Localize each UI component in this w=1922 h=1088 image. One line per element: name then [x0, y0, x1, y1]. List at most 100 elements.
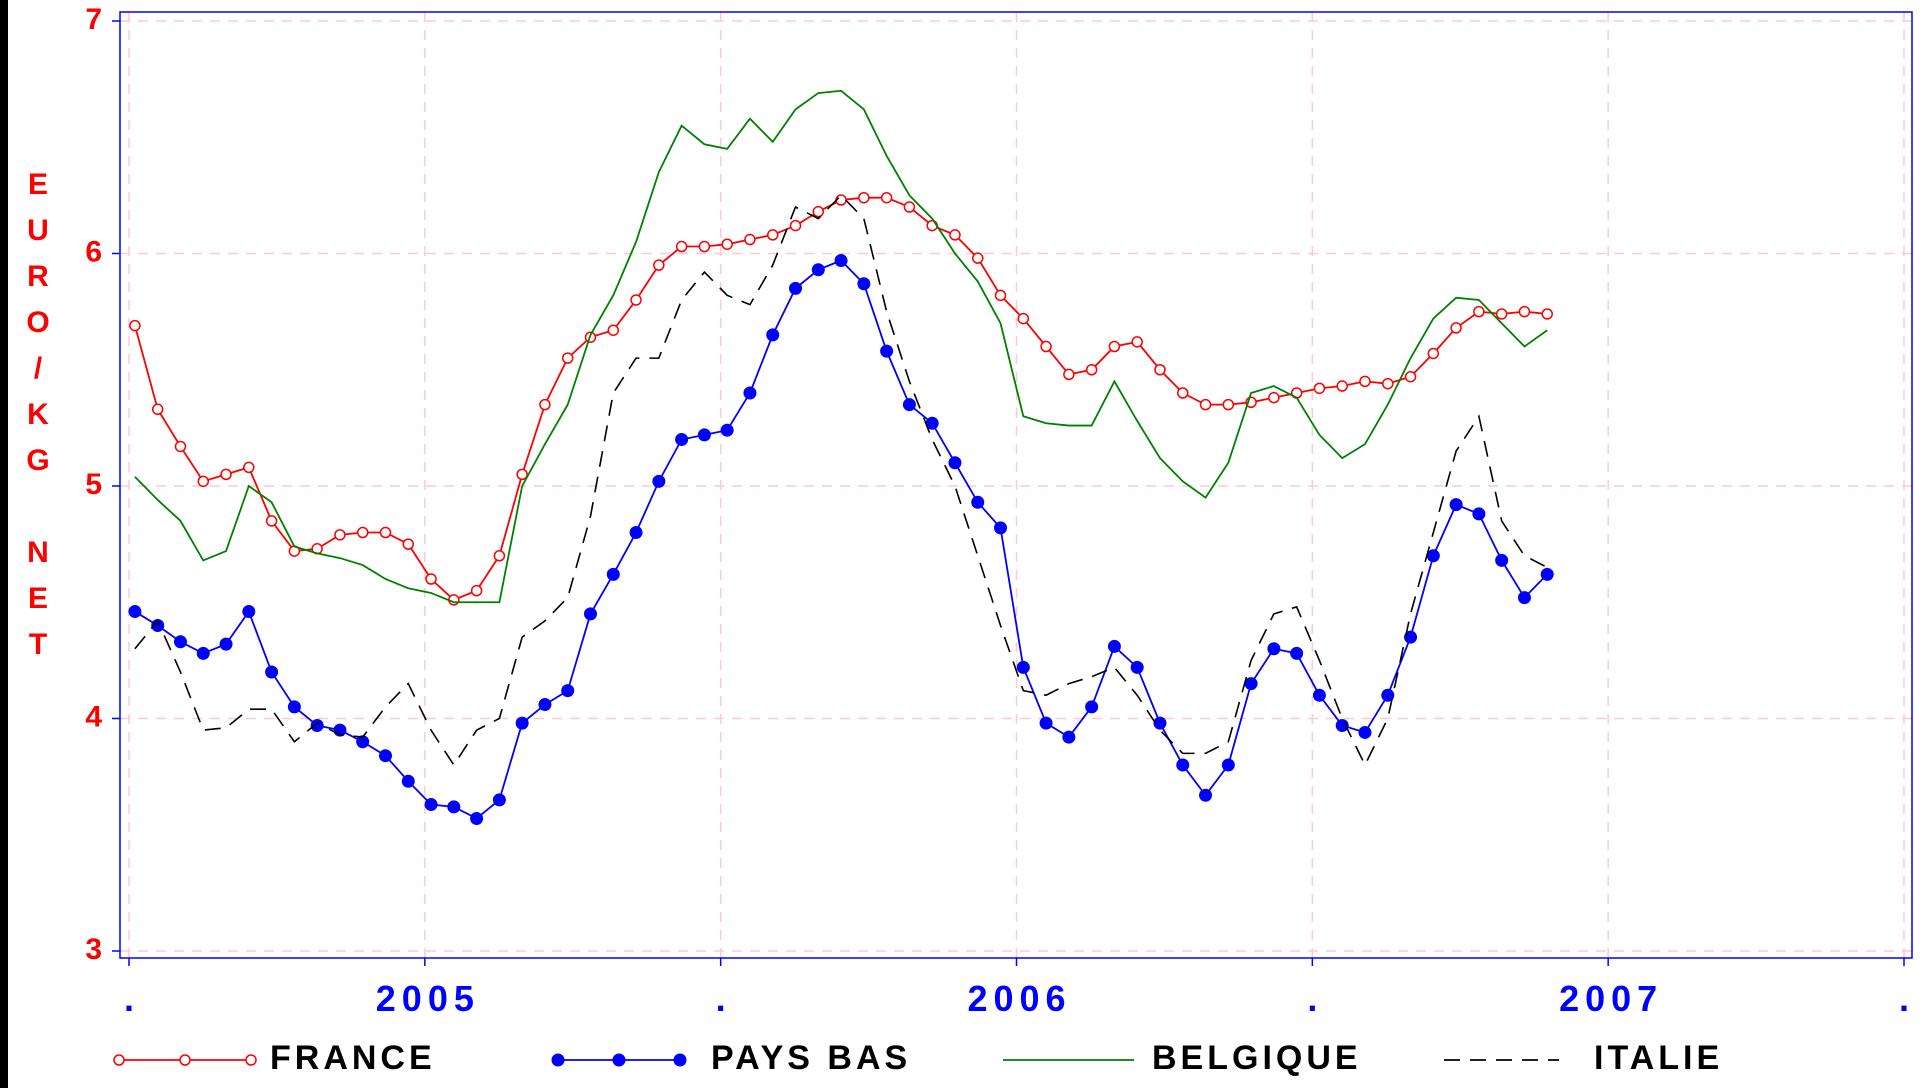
data-point — [721, 238, 733, 250]
data-point — [653, 259, 665, 271]
data-point — [470, 811, 484, 825]
data-point — [857, 277, 871, 291]
data-point — [630, 294, 642, 306]
data-point — [1335, 718, 1349, 732]
data-point — [1039, 716, 1053, 730]
data-point — [1153, 716, 1167, 730]
data-point — [606, 567, 620, 581]
legend-marker — [551, 1053, 565, 1067]
data-point — [880, 344, 894, 358]
data-point — [971, 252, 984, 264]
data-point — [858, 191, 870, 204]
data-point — [629, 526, 643, 539]
data-point — [1473, 305, 1485, 318]
data-point — [401, 774, 415, 788]
data-point — [789, 281, 803, 295]
data-point — [310, 718, 324, 732]
data-point — [516, 468, 528, 481]
data-point — [515, 716, 529, 730]
data-point — [402, 538, 415, 550]
data-point — [584, 607, 597, 621]
data-point — [1540, 567, 1554, 581]
data-point — [903, 201, 916, 213]
data-point — [538, 698, 552, 712]
data-point — [1130, 660, 1144, 674]
data-point — [675, 433, 689, 446]
data-point — [720, 423, 734, 437]
data-point — [1495, 308, 1508, 320]
data-point — [174, 440, 187, 453]
data-point — [197, 475, 210, 488]
data-point — [743, 386, 757, 400]
data-point — [697, 428, 711, 442]
data-point — [811, 263, 825, 277]
data-point — [1221, 758, 1235, 772]
data-point — [1154, 364, 1166, 376]
data-point — [1517, 591, 1531, 605]
data-point — [1290, 646, 1304, 660]
y-tick-label: 3 — [85, 933, 102, 966]
y-tick-label: 6 — [85, 235, 102, 268]
data-point — [128, 605, 142, 619]
data-point — [1359, 375, 1371, 388]
x-tick-label: . — [716, 978, 732, 1019]
data-point — [1404, 630, 1418, 644]
data-point — [971, 495, 985, 509]
data-point — [1085, 364, 1098, 376]
legend-marker — [113, 1054, 125, 1066]
data-point — [834, 253, 848, 267]
data-point — [492, 793, 506, 807]
data-point — [1312, 688, 1326, 702]
legend-label: ITALIE — [1594, 1039, 1723, 1077]
x-tick-label: . — [1307, 978, 1323, 1019]
series-line — [134, 194, 1548, 767]
data-point — [1017, 312, 1030, 325]
data-point — [1244, 677, 1258, 691]
data-point — [334, 529, 346, 541]
data-point — [287, 700, 301, 714]
y-axis-label: EURO/KG NET — [22, 168, 55, 674]
data-point — [561, 352, 574, 364]
data-point — [219, 637, 233, 651]
data-point — [607, 324, 620, 336]
data-point — [1541, 308, 1553, 320]
data-point — [1131, 336, 1143, 348]
data-point — [173, 635, 187, 649]
data-point — [424, 798, 438, 812]
data-point — [948, 456, 962, 470]
data-point — [1336, 380, 1348, 392]
data-point — [265, 515, 278, 527]
data-point — [425, 573, 437, 585]
data-point — [1358, 725, 1372, 739]
data-point — [880, 191, 893, 204]
data-point — [1268, 391, 1280, 404]
data-point — [1518, 305, 1531, 318]
x-tick-label: . — [1899, 978, 1915, 1019]
data-point — [766, 328, 780, 342]
data-point — [1199, 788, 1213, 802]
data-point — [1426, 549, 1440, 563]
data-point — [129, 319, 141, 332]
x-tick-label: 2005 — [376, 978, 480, 1019]
data-point — [1177, 387, 1189, 399]
y-tick-label: 5 — [85, 468, 102, 501]
data-point — [1222, 398, 1235, 411]
data-point — [1427, 347, 1440, 360]
data-point — [378, 749, 392, 763]
data-point — [1016, 660, 1030, 674]
plot-frame — [119, 11, 1913, 959]
data-point — [243, 461, 255, 474]
data-point — [1062, 730, 1076, 744]
data-point — [1085, 700, 1099, 714]
data-point — [265, 665, 279, 679]
data-point — [1450, 322, 1462, 334]
data-point — [1108, 340, 1121, 353]
data-point — [493, 550, 506, 562]
data-point — [151, 619, 165, 632]
data-point — [356, 526, 369, 539]
data-point — [1199, 398, 1212, 411]
legend-marker — [179, 1054, 191, 1066]
data-point — [1472, 507, 1486, 521]
data-point — [1404, 370, 1417, 383]
